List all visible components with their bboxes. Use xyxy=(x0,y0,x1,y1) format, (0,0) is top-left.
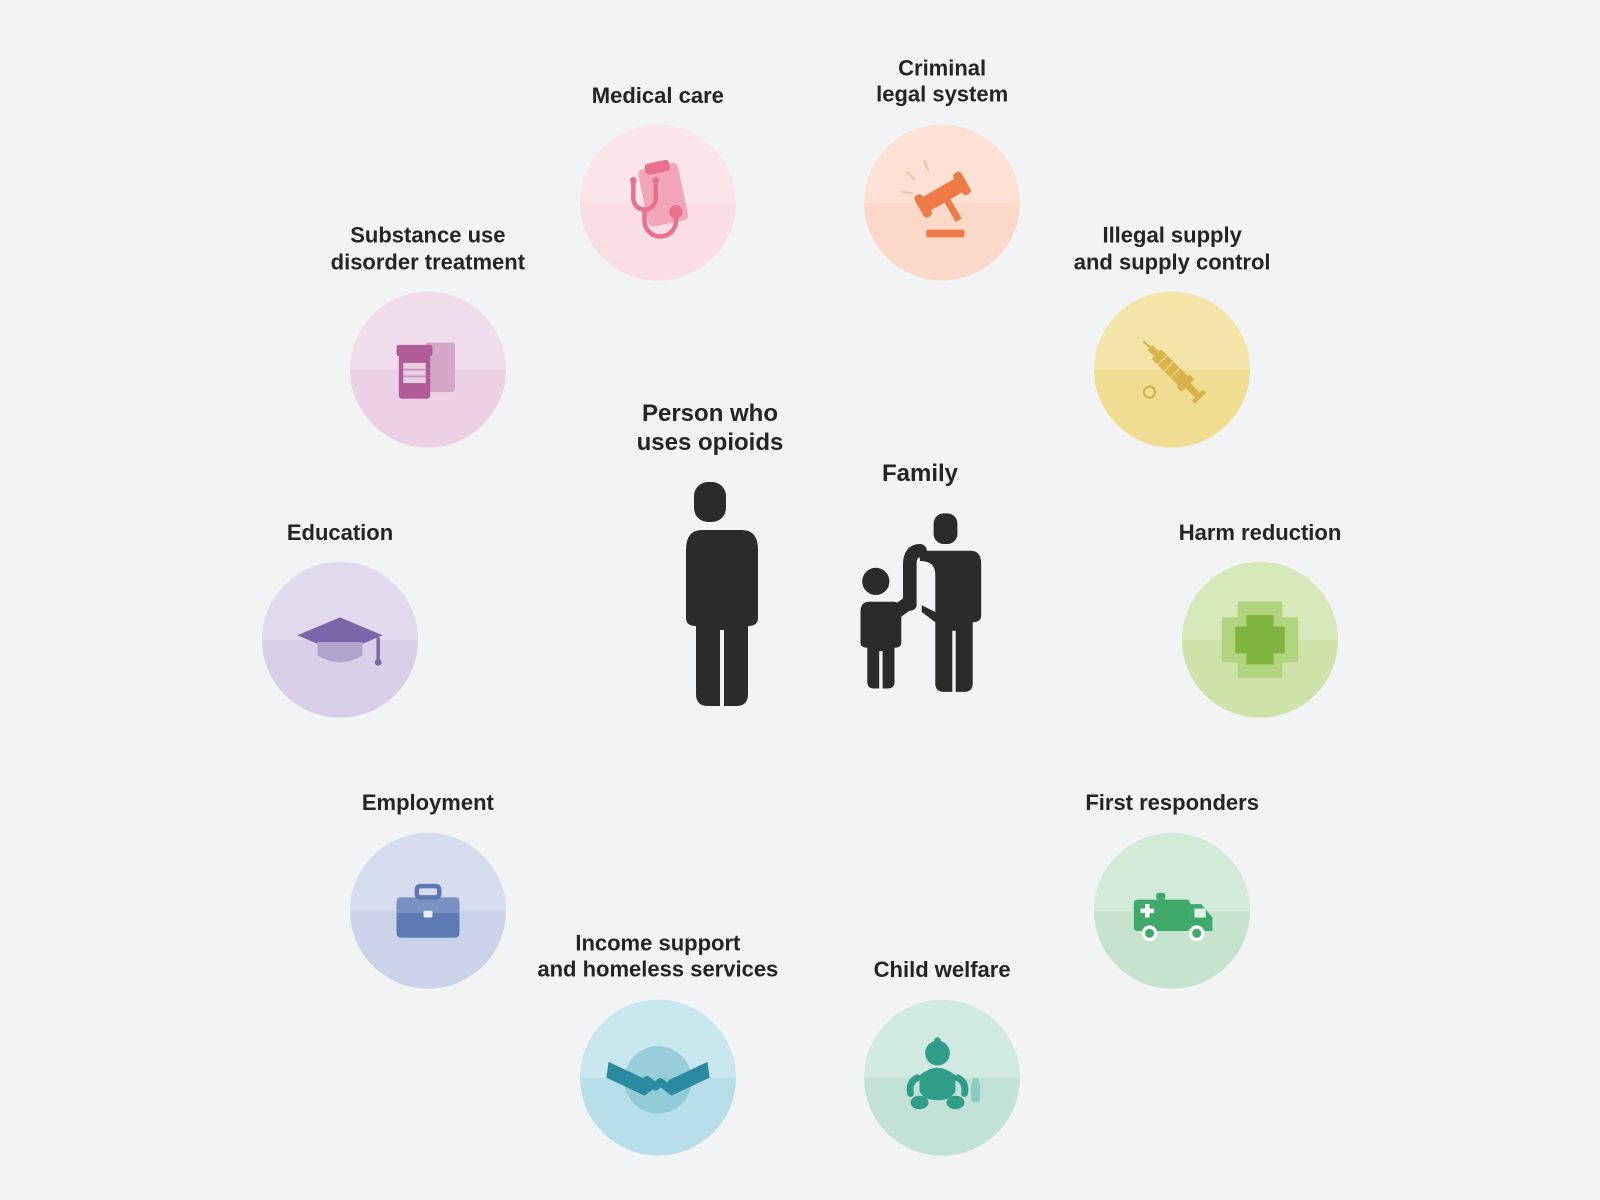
bubble-child-welfare xyxy=(864,1000,1020,1156)
node-label-child-welfare: Child welfare xyxy=(812,957,1072,983)
bubble-first-responders xyxy=(1094,833,1250,989)
node-harm-reduction: Harm reduction xyxy=(1130,520,1390,718)
center-family-label: Family xyxy=(830,460,1010,489)
medical-care-icon xyxy=(602,147,714,259)
bubble-medical-care xyxy=(580,125,736,281)
bubble-income-support xyxy=(580,999,736,1155)
node-label-medical-care: Medical care xyxy=(528,82,788,108)
harm-reduction-icon xyxy=(1204,584,1316,696)
income-support-icon xyxy=(602,1021,714,1133)
node-sud-treatment: Substance use disorder treatment xyxy=(298,223,558,448)
node-label-first-responders: First responders xyxy=(1042,790,1302,816)
bubble-employment xyxy=(350,833,506,989)
bubble-sud-treatment xyxy=(350,292,506,448)
node-label-education: Education xyxy=(210,520,470,546)
node-income-support: Income support and homeless services xyxy=(528,931,788,1156)
child-welfare-icon xyxy=(886,1022,998,1134)
person-icon xyxy=(580,478,840,723)
node-label-harm-reduction: Harm reduction xyxy=(1130,520,1390,546)
node-label-income-support: Income support and homeless services xyxy=(528,931,788,984)
bubble-education xyxy=(262,562,418,718)
sud-treatment-icon xyxy=(372,313,484,425)
node-illegal-supply: Illegal supply and supply control xyxy=(1042,223,1302,448)
bubble-harm-reduction xyxy=(1182,562,1338,718)
node-first-responders: First responders xyxy=(1042,790,1302,988)
node-label-illegal-supply: Illegal supply and supply control xyxy=(1042,223,1302,276)
education-icon xyxy=(284,584,396,696)
criminal-legal-icon xyxy=(886,146,998,258)
bubble-illegal-supply xyxy=(1094,292,1250,448)
bubble-criminal-legal xyxy=(864,124,1020,280)
center-family: Family xyxy=(830,460,1010,722)
first-responders-icon xyxy=(1116,854,1228,966)
node-label-employment: Employment xyxy=(298,790,558,816)
illegal-supply-icon xyxy=(1116,313,1228,425)
family-icon xyxy=(830,507,1010,722)
employment-icon xyxy=(372,854,484,966)
center-person: Person who uses opioids xyxy=(580,400,840,723)
node-education: Education xyxy=(210,520,470,718)
node-medical-care: Medical care xyxy=(528,82,788,280)
node-employment: Employment xyxy=(298,790,558,988)
node-label-sud-treatment: Substance use disorder treatment xyxy=(298,223,558,276)
diagram-stage: Medical care Criminal legal system xyxy=(0,0,1600,1200)
node-child-welfare: Child welfare xyxy=(812,957,1072,1155)
center-person-label: Person who uses opioids xyxy=(580,400,840,458)
node-label-criminal-legal: Criminal legal system xyxy=(812,56,1072,109)
node-criminal-legal: Criminal legal system xyxy=(812,56,1072,281)
